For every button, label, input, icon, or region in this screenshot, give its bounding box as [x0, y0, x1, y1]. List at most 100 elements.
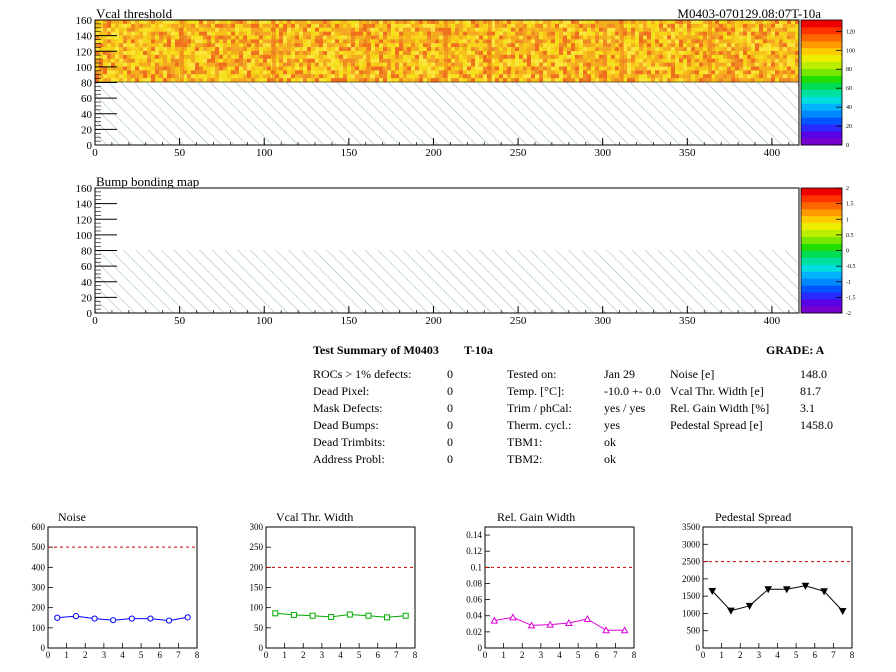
x-tick-label: 1: [282, 650, 287, 660]
x-tick-label: 3: [539, 650, 544, 660]
scale-band: [801, 299, 842, 307]
scale-tick-label: -1: [846, 280, 851, 286]
y-tick-label: 20: [81, 124, 93, 136]
result-label: Pedestal Spread [e]: [670, 418, 763, 432]
x-tick-label: 300: [594, 147, 611, 159]
result-value: 148.0: [800, 367, 827, 381]
x-tick-label: 150: [341, 147, 358, 159]
x-tick-label: 1: [501, 650, 506, 660]
data-point: [110, 617, 117, 624]
scale-tick-label: 80: [846, 67, 852, 73]
scale-band: [801, 236, 842, 244]
x-tick-label: 400: [764, 315, 781, 327]
scale-band: [801, 61, 842, 70]
x-tick-label: 2: [738, 650, 743, 660]
data-point: [54, 614, 61, 621]
x-tick-label: 4: [557, 650, 562, 660]
y-tick-label: 40: [81, 109, 93, 121]
trend-chart: Pedestal Spread 0 1 2 3 4 5 6 7 8 0 500 1000 1500 2000…: [682, 510, 855, 660]
scale-band: [801, 243, 842, 251]
condition-label: Therm. cycl.:: [507, 418, 572, 432]
x-tick-label: 150: [341, 315, 358, 327]
scale-band: [801, 117, 842, 125]
x-tick-label: 4: [338, 650, 343, 660]
y-tick-label: 1500: [682, 591, 701, 601]
scale-tick-label: 2: [846, 186, 849, 192]
condition-value: yes: [604, 418, 620, 432]
x-tick-label: 7: [831, 650, 836, 660]
series-line: [275, 612, 406, 618]
x-tick-label: 50: [174, 315, 186, 327]
y-tick-label: 300: [32, 583, 46, 593]
y-tick-label: 0: [41, 643, 46, 653]
y-tick-label: 1000: [682, 608, 701, 618]
y-tick-label: 50: [254, 623, 264, 633]
y-tick-label: 120: [76, 46, 93, 58]
condition-value: ok: [604, 452, 616, 466]
y-tick-label: 3000: [682, 539, 701, 549]
scale-band: [801, 75, 842, 83]
x-tick-label: 5: [794, 650, 799, 660]
x-tick-label: 2: [520, 650, 525, 660]
map1-color-scale: 0 20 40 60 80 100 120: [800, 19, 855, 149]
scale-band: [801, 215, 842, 224]
result-label: Rel. Gain Width [%]: [670, 401, 770, 415]
y-tick-label: 140: [76, 199, 93, 211]
y-tick-label: 200: [250, 562, 264, 572]
y-tick-label: 100: [250, 603, 264, 613]
x-tick-label: 5: [576, 650, 581, 660]
data-point: [620, 626, 629, 634]
data-point: [745, 602, 754, 610]
condition-value: ok: [604, 435, 616, 449]
data-point: [402, 612, 409, 619]
defect-value: 0: [447, 435, 453, 449]
data-point: [346, 611, 353, 618]
data-point: [384, 614, 391, 621]
y-tick-label: 0.06: [466, 595, 482, 605]
scale-band: [801, 278, 842, 286]
condition-value: Jan 29: [604, 367, 635, 381]
x-tick-label: 1: [64, 650, 69, 660]
chart-title: Noise: [58, 510, 86, 524]
data-point: [527, 621, 536, 629]
chart-title: Vcal Thr. Width: [276, 510, 353, 524]
x-tick-label: 300: [594, 315, 611, 327]
data-point: [546, 620, 555, 628]
x-tick-label: 3: [320, 650, 325, 660]
scale-frame: [800, 19, 843, 146]
y-tick-label: 120: [76, 214, 93, 226]
scale-band: [801, 194, 842, 203]
x-tick-label: 6: [158, 650, 163, 660]
scale-band: [801, 208, 842, 217]
condition-label: Trim / phCal:: [507, 401, 572, 415]
module-id: M0403-070129.08:07T-10a: [677, 6, 821, 21]
scale-band: [801, 264, 842, 272]
x-tick-label: 4: [775, 650, 780, 660]
y-tick-label: 2000: [682, 574, 701, 584]
map2-hatched-region: [95, 250, 799, 313]
x-tick-label: 250: [510, 147, 527, 159]
data-point: [782, 586, 791, 594]
result-value: 1458.0: [800, 418, 833, 432]
x-tick-label: 4: [120, 650, 125, 660]
y-tick-label: 80: [81, 78, 93, 90]
result-value: 81.7: [800, 384, 821, 398]
defect-value: 0: [447, 367, 453, 381]
defect-label: ROCs > 1% defects:: [313, 367, 412, 381]
x-tick-label: 7: [613, 650, 618, 660]
condition-value: yes / yes: [604, 401, 646, 415]
x-tick-label: 8: [632, 650, 637, 660]
y-tick-label: 0: [259, 643, 264, 653]
scale-band: [801, 271, 842, 279]
scale-band: [801, 82, 842, 90]
data-point: [91, 615, 98, 622]
scale-band: [801, 222, 842, 231]
data-point: [272, 610, 279, 617]
defect-label: Dead Trimbits:: [313, 435, 386, 449]
data-point: [147, 615, 154, 622]
data-point: [184, 614, 191, 621]
x-tick-label: 5: [139, 650, 144, 660]
scale-band: [801, 20, 842, 28]
